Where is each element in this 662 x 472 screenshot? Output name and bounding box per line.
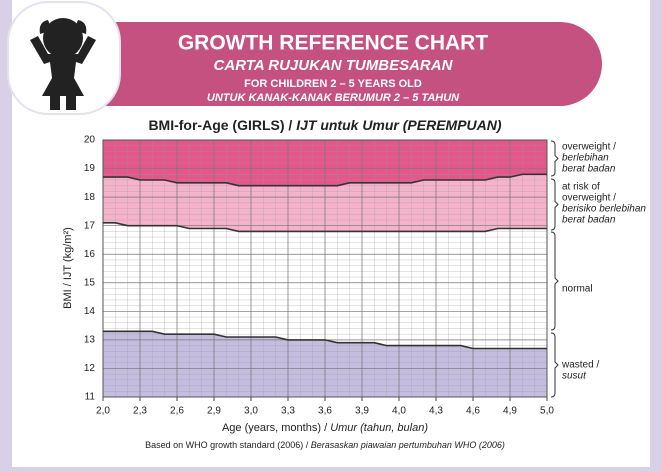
band-label-alt: berat badan [562,164,616,175]
x-tick-label: 3,9 [355,406,369,417]
x-tick-label: 3,0 [244,406,258,417]
band-label-alt: susut [562,371,587,382]
x-axis-label-group: Age (years, months) / Umur (tahun, bulan… [222,422,428,434]
threshold-line [103,173,547,187]
y-tick-label: 16 [84,249,96,260]
x-tick-label: 2,6 [170,406,184,417]
x-tick-label: 3,3 [281,406,295,417]
chart-title: BMI-for-Age (GIRLS) / [148,117,292,133]
band-label: normal [562,284,593,295]
x-tick-label: 4,6 [466,406,480,417]
header-subtitle: FOR CHILDREN 2 – 5 YEARS OLD [244,78,422,90]
chart-title-alt: IJT untuk Umur (PEREMPUAN) [296,117,502,133]
footnote-alt: Berasaskan piawaian pertumbuhan WHO (200… [311,440,505,450]
x-tick-label: 4,3 [429,406,443,417]
brace [550,178,559,231]
x-axis-label-alt: Umur (tahun, bulan) [330,422,428,434]
child-icon [7,1,121,115]
band-label-alt: berlebihan [562,153,609,164]
y-tick-label: 18 [84,192,96,203]
brace [550,231,559,331]
brace [550,332,559,398]
band-label: at risk of [562,182,600,193]
band-label-alt: berat badan [562,215,616,226]
header-subtitle-alt: UNTUK KANAK-KANAK BERUMUR 2 – 5 TAHUN [207,92,460,104]
chart-title-group: BMI-for-Age (GIRLS) / IJT untuk Umur (PE… [148,117,501,133]
y-tick-label: 17 [84,220,96,231]
brace [550,140,559,177]
x-tick-label: 4,9 [503,406,517,417]
y-tick-label: 13 [84,335,96,346]
y-axis-label: BMI / IJT (kg/m²) [62,227,74,309]
footnote: Based on WHO growth standard (2006) / [145,440,309,450]
header-banner [95,22,602,106]
x-tick-label: 4,0 [392,406,406,417]
x-tick-label: 2,3 [133,406,147,417]
y-tick-label: 15 [84,277,96,288]
band-label: overweight / [562,193,616,204]
header-title: GROWTH REFERENCE CHART [178,32,488,55]
y-tick-label: 19 [84,163,96,174]
x-tick-label: 2,0 [96,406,110,417]
x-tick-label: 2,9 [207,406,221,417]
y-tick-label: 20 [84,135,96,146]
y-tick-label: 12 [84,363,96,374]
band-label-alt: berisiko berlebihan [562,204,646,215]
header-title-alt: CARTA RUJUKAN TUMBESARAN [214,57,454,74]
y-tick-label: 14 [84,306,96,317]
x-tick-label: 5,0 [540,406,554,417]
band-label: overweight / [562,142,616,153]
plot-frame [102,139,548,398]
y-tick-label: 11 [85,392,96,403]
x-tick-label: 3,6 [318,406,332,417]
x-axis-label: Age (years, months) / [222,422,328,434]
threshold-line [103,330,547,350]
threshold-line [103,222,547,233]
footnote-group: Based on WHO growth standard (2006) / Be… [145,440,505,450]
band-label: wasted / [561,360,599,371]
